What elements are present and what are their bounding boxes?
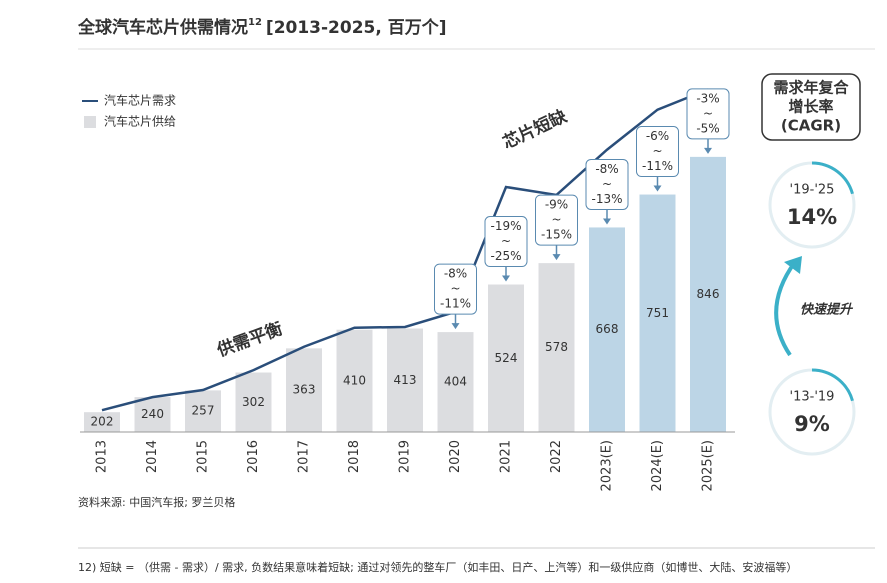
x-tick-label: 2013 (95, 440, 110, 473)
bar-value-label: 410 (343, 373, 366, 387)
gap-label: ~ (450, 282, 460, 296)
cagr-heading: (CAGR) (781, 117, 841, 135)
x-tick-label: 2015 (196, 440, 211, 473)
bar-value-label: 846 (697, 287, 720, 301)
gap-label: ~ (551, 213, 561, 227)
gap-arrowhead (552, 254, 561, 261)
balance-annotation: 供需平衡 (213, 318, 285, 361)
cagr-arc (811, 161, 854, 195)
gap-arrowhead (704, 147, 712, 154)
footnote: 12) 短缺 = （供需 - 需求）/ 需求, 负数结果意味着短缺; 通过对领先… (78, 560, 797, 574)
bar-value-label: 404 (444, 375, 467, 389)
chart-title: 全球汽车芯片供需情况12 [2013-2025, 百万个] (77, 17, 447, 38)
trend-arrow (774, 260, 797, 357)
bar-value-label: 751 (646, 306, 669, 320)
gap-label: -8% (595, 162, 618, 176)
bar-value-label: 302 (242, 395, 265, 409)
bar (336, 329, 373, 432)
gap-label: -15% (541, 228, 572, 242)
cagr-period: '13-'19 (790, 390, 835, 405)
gap-label: -9% (545, 198, 568, 212)
bar-value-label: 363 (293, 383, 316, 397)
title-note: 12 (248, 17, 262, 28)
gap-label: -25% (490, 249, 521, 263)
cagr-heading: 需求年复合 (773, 79, 849, 97)
gap-label: ~ (501, 234, 511, 248)
cagr-box (761, 73, 861, 141)
cagr-period: '19-'25 (790, 183, 835, 198)
x-tick-label: 2020 (448, 440, 463, 473)
legend-swatch (84, 116, 96, 128)
source: 资料来源: 中国汽车报; 罗兰贝格 (78, 495, 235, 509)
bar-value-label: 413 (394, 373, 417, 387)
title: 全球汽车芯片供需情况 (77, 17, 248, 38)
shortage-annotation: 芯片短缺 (500, 105, 571, 153)
bar-value-label: 668 (596, 322, 619, 336)
legend-label: 汽车芯片供给 (104, 114, 176, 129)
gap-arrowhead (653, 185, 662, 192)
trend-arrowhead (784, 256, 802, 274)
bar (589, 227, 625, 432)
bar (134, 397, 171, 432)
gap-label: ~ (602, 177, 612, 191)
gap-label: -11% (440, 297, 471, 311)
x-tick-label: 2024(E) (650, 440, 665, 491)
x-tick-label: 2019 (398, 440, 413, 473)
gap-label: ~ (703, 106, 713, 120)
legend-label: 汽车芯片需求 (104, 93, 176, 108)
x-tick-label: 2021 (499, 440, 514, 473)
bar-value-label: 202 (91, 415, 114, 429)
bar (286, 348, 322, 432)
cagr-arc (811, 368, 854, 402)
gap-label: -19% (490, 219, 521, 233)
bar (488, 284, 524, 432)
x-tick-label: 2014 (145, 440, 160, 473)
gap-label: ~ (652, 144, 662, 158)
bar (185, 390, 221, 432)
gap-label: -8% (444, 267, 467, 281)
gap-label: -11% (642, 159, 673, 173)
bar (690, 156, 726, 432)
x-tick-label: 2017 (297, 440, 312, 473)
title-range: [2013-2025, 百万个] (266, 17, 447, 38)
bar (437, 332, 474, 432)
demand-line (101, 88, 709, 412)
bar-value-label: 578 (545, 340, 568, 354)
gap-label: -6% (646, 129, 669, 143)
bar-value-label: 240 (141, 407, 164, 421)
bar-value-label: 524 (495, 351, 518, 365)
cagr-value: 14% (787, 205, 837, 229)
x-tick-label: 2022 (549, 440, 564, 473)
bar (387, 328, 423, 432)
gap-arrowhead (451, 323, 460, 330)
bar (538, 263, 575, 432)
x-tick-label: 2023(E) (600, 440, 615, 491)
bar (639, 194, 676, 432)
cagr-heading: 增长率 (788, 98, 833, 116)
trend-label: 快速提升 (800, 302, 854, 318)
cagr-value: 9% (794, 412, 830, 436)
gap-label: -5% (696, 121, 719, 135)
bar-value-label: 257 (192, 404, 215, 418)
gap-arrowhead (603, 218, 611, 225)
gap-label: -13% (591, 192, 622, 206)
bar (235, 372, 272, 432)
gap-label: -3% (696, 91, 719, 105)
bar (84, 412, 120, 432)
x-tick-label: 2018 (347, 440, 362, 473)
x-tick-label: 2025(E) (701, 440, 716, 491)
gap-arrowhead (502, 275, 510, 282)
x-tick-label: 2016 (246, 440, 261, 473)
